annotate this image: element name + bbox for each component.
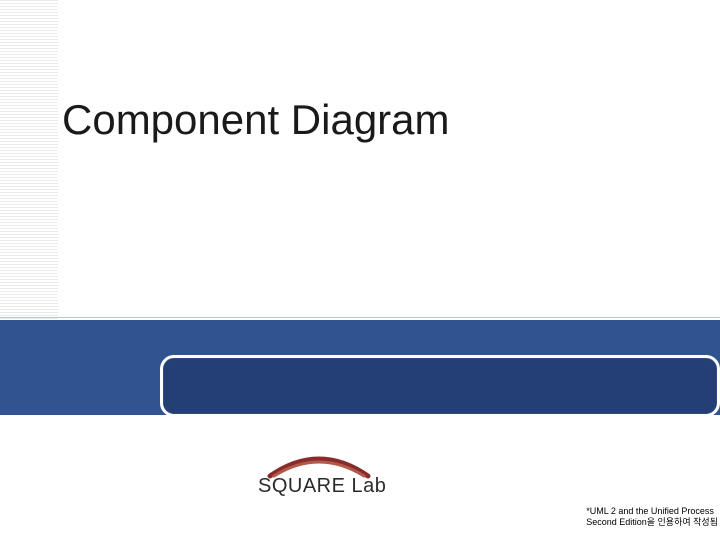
- overlay-rounded-bar: [160, 355, 720, 417]
- band-top-rule: [0, 317, 720, 318]
- footnote-line-1: *UML 2 and the Unified Process: [586, 506, 718, 517]
- slide: Component Diagram SQUARE Lab *UML 2 and …: [0, 0, 720, 540]
- footnote-line-2: Second Edition을 인용하여 작성됨: [586, 517, 718, 528]
- left-hairline-pattern: [0, 0, 58, 355]
- slide-title: Component Diagram: [62, 96, 450, 144]
- footnote: *UML 2 and the Unified Process Second Ed…: [586, 506, 718, 529]
- lab-name: SQUARE Lab: [258, 475, 386, 498]
